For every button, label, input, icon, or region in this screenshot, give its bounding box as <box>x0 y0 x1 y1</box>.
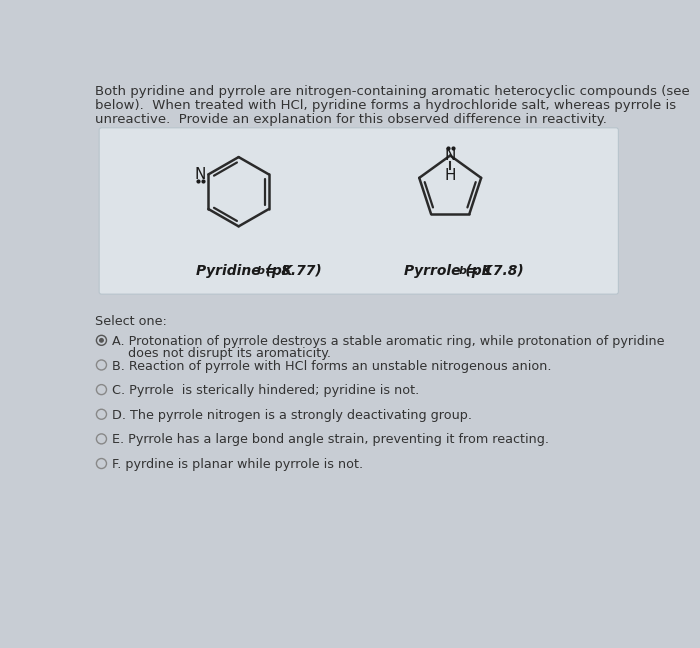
Text: b: b <box>458 266 467 277</box>
Text: E. Pyrrole has a large bond angle strain, preventing it from reacting.: E. Pyrrole has a large bond angle strain… <box>112 434 550 446</box>
FancyBboxPatch shape <box>99 128 618 294</box>
Text: Select one:: Select one: <box>95 315 167 328</box>
Text: = 17.8): = 17.8) <box>464 264 524 278</box>
Text: F. pyrdine is planar while pyrrole is not.: F. pyrdine is planar while pyrrole is no… <box>112 458 363 471</box>
Text: Both pyridine and pyrrole are nitrogen-containing aromatic heterocyclic compound: Both pyridine and pyrrole are nitrogen-c… <box>95 86 690 98</box>
Text: N: N <box>195 167 206 182</box>
Text: Pyridine (pK: Pyridine (pK <box>196 264 293 278</box>
Text: Pyrrole (pK: Pyrrole (pK <box>404 264 492 278</box>
Text: b: b <box>256 266 265 277</box>
Text: below).  When treated with HCl, pyridine forms a hydrochloride salt, whereas pyr: below). When treated with HCl, pyridine … <box>95 99 676 112</box>
Circle shape <box>99 338 104 343</box>
Text: B. Reaction of pyrrole with HCl forms an unstable nitrogenous anion.: B. Reaction of pyrrole with HCl forms an… <box>112 360 552 373</box>
Text: D. The pyrrole nitrogen is a strongly deactivating group.: D. The pyrrole nitrogen is a strongly de… <box>112 409 472 422</box>
Text: does not disrupt its aromaticity.: does not disrupt its aromaticity. <box>112 347 331 360</box>
Text: H: H <box>444 168 456 183</box>
Text: unreactive.  Provide an explanation for this observed difference in reactivity.: unreactive. Provide an explanation for t… <box>95 113 607 126</box>
Text: N: N <box>444 148 456 163</box>
Text: A. Protonation of pyrrole destroys a stable aromatic ring, while protonation of : A. Protonation of pyrrole destroys a sta… <box>112 335 665 348</box>
Text: C. Pyrrole  is sterically hindered; pyridine is not.: C. Pyrrole is sterically hindered; pyrid… <box>112 384 419 397</box>
Text: = 8.77): = 8.77) <box>262 264 321 278</box>
